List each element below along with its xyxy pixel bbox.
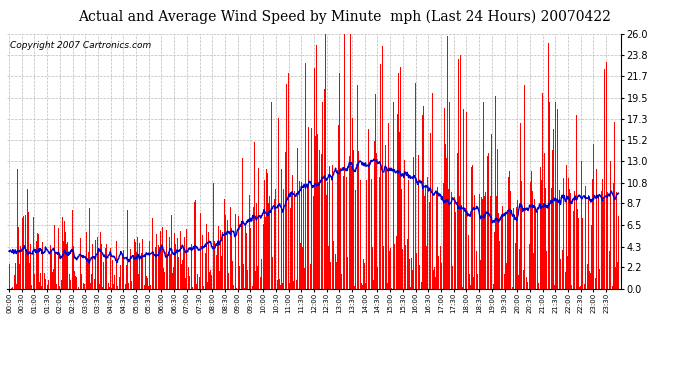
Text: Actual and Average Wind Speed by Minute  mph (Last 24 Hours) 20070422: Actual and Average Wind Speed by Minute … — [79, 9, 611, 24]
Text: Copyright 2007 Cartronics.com: Copyright 2007 Cartronics.com — [10, 41, 151, 50]
